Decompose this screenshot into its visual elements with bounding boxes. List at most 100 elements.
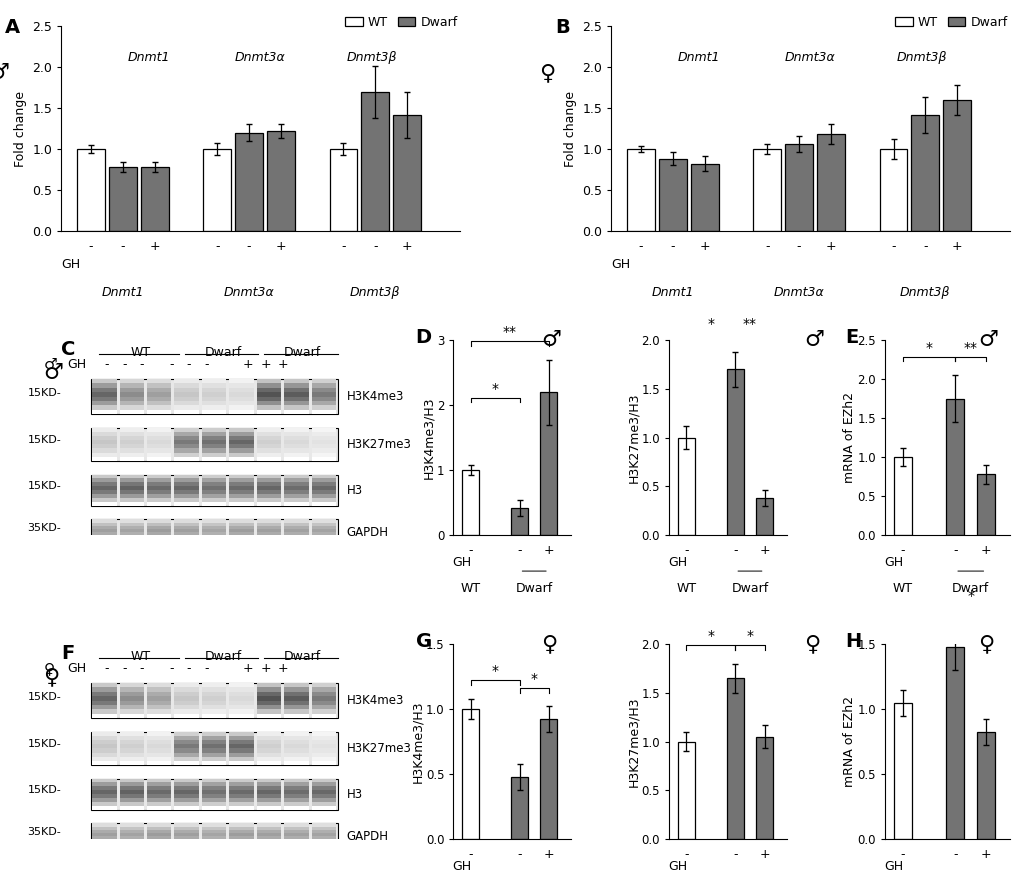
Bar	[202, 490, 226, 494]
Bar	[312, 490, 336, 494]
Bar	[202, 779, 226, 782]
Bar	[284, 542, 309, 545]
Bar	[878, 149, 907, 231]
Text: H3K4me3: H3K4me3	[346, 694, 404, 707]
Bar	[147, 397, 171, 401]
Bar	[141, 167, 168, 231]
Bar	[284, 779, 309, 782]
Bar	[312, 787, 336, 790]
Bar	[284, 432, 309, 436]
Bar	[174, 829, 199, 833]
Bar	[257, 432, 281, 436]
Bar	[202, 427, 226, 432]
Bar	[174, 494, 199, 498]
Bar	[147, 714, 171, 718]
Bar	[174, 410, 199, 414]
Bar	[284, 806, 309, 810]
Bar	[119, 827, 144, 829]
Text: GH: GH	[67, 357, 87, 371]
Bar	[945, 647, 963, 839]
Bar	[284, 846, 309, 849]
Text: GH: GH	[452, 557, 471, 570]
Text: -: -	[186, 357, 192, 371]
Bar	[119, 406, 144, 410]
Bar	[119, 697, 144, 701]
Text: GH: GH	[667, 861, 687, 873]
Bar	[257, 688, 281, 692]
Bar	[462, 470, 479, 535]
Bar	[229, 519, 254, 523]
Y-axis label: mRNA of EZh2: mRNA of EZh2	[842, 696, 855, 787]
Bar	[202, 502, 226, 506]
Bar	[147, 542, 171, 545]
Text: -: -	[186, 662, 192, 675]
Bar	[257, 523, 281, 526]
Bar	[119, 397, 144, 401]
Bar	[257, 760, 281, 765]
Bar	[312, 782, 336, 787]
Text: GH: GH	[610, 258, 630, 271]
Bar	[119, 790, 144, 794]
Bar	[976, 732, 995, 839]
Bar	[229, 846, 254, 849]
Bar	[92, 829, 116, 833]
Bar	[92, 538, 116, 542]
Bar	[147, 482, 171, 486]
Bar	[257, 683, 281, 688]
Text: +: +	[243, 662, 253, 675]
Text: **: **	[742, 317, 756, 331]
Bar	[257, 745, 281, 748]
Bar	[92, 823, 116, 827]
Bar	[202, 538, 226, 542]
Bar	[257, 836, 281, 839]
Bar	[119, 482, 144, 486]
Bar	[229, 427, 254, 432]
Bar	[147, 453, 171, 457]
Text: *: *	[530, 672, 537, 686]
Bar	[312, 836, 336, 839]
Bar	[312, 542, 336, 545]
Bar	[119, 714, 144, 718]
Bar	[312, 502, 336, 506]
Bar	[92, 502, 116, 506]
Bar	[229, 535, 254, 538]
Bar	[92, 432, 116, 436]
Bar	[92, 745, 116, 748]
Bar	[202, 688, 226, 692]
Bar	[119, 798, 144, 802]
Text: +: +	[260, 357, 271, 371]
Bar	[257, 490, 281, 494]
Bar	[284, 392, 309, 397]
Bar	[257, 498, 281, 502]
Bar	[392, 114, 421, 231]
Text: E: E	[844, 329, 857, 347]
Bar	[174, 427, 199, 432]
Bar	[312, 440, 336, 444]
Bar	[312, 829, 336, 833]
Bar	[202, 745, 226, 748]
Bar	[257, 475, 281, 478]
Bar	[92, 453, 116, 457]
Text: *: *	[706, 317, 713, 331]
Bar	[174, 683, 199, 688]
Bar	[92, 401, 116, 406]
Bar	[174, 688, 199, 692]
Bar	[174, 526, 199, 529]
Bar	[202, 748, 226, 753]
Text: F: F	[61, 644, 74, 663]
Bar	[147, 836, 171, 839]
Legend: WT, Dwarf: WT, Dwarf	[344, 16, 458, 29]
Text: +: +	[277, 357, 288, 371]
Bar	[229, 478, 254, 482]
Bar	[174, 397, 199, 401]
Bar	[257, 779, 281, 782]
Bar	[229, 502, 254, 506]
Bar	[284, 401, 309, 406]
Bar	[147, 757, 171, 760]
Bar	[312, 448, 336, 453]
Text: ♀: ♀	[977, 635, 994, 655]
Bar	[312, 397, 336, 401]
Bar	[92, 440, 116, 444]
Text: WT: WT	[130, 346, 151, 359]
Bar	[147, 827, 171, 829]
